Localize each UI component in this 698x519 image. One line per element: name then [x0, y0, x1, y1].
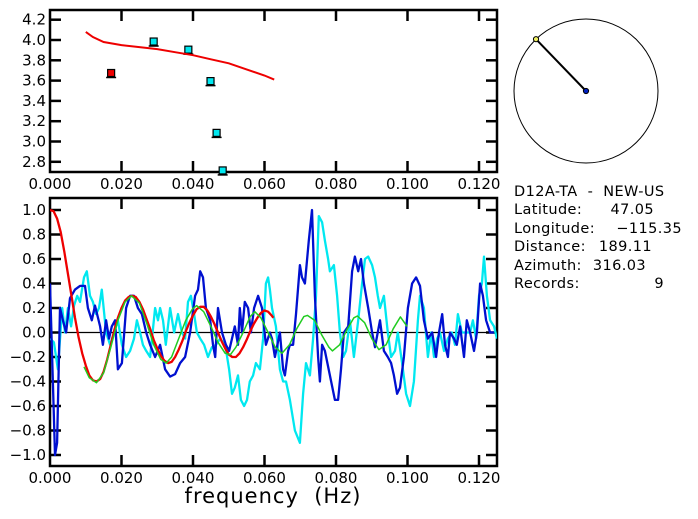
station-marker [532, 36, 540, 43]
y-tick-label: 0.4 [22, 275, 46, 293]
latitude-label: Latitude: [514, 202, 583, 219]
y-tick-label: 1.0 [22, 201, 46, 219]
records-row: Records: 9 [514, 275, 682, 293]
y-tick-label: 0.8 [22, 226, 46, 244]
x-tick-label: 0.020 [100, 469, 143, 487]
azimuth-label: Azimuth: [514, 257, 582, 274]
azimuth-row: Azimuth: 316.03 [514, 257, 682, 275]
data-point-measured [212, 128, 221, 137]
distance-row: Distance: 189.11 [514, 238, 682, 256]
model-curve-model [85, 31, 275, 81]
records-value: 9 [654, 276, 664, 293]
y-tick-label: 4.0 [22, 31, 46, 49]
correlation-plot: 0.000 0.020 0.040 0.060 0.080 0.100 0.120 1.0 0.… [10, 196, 501, 508]
station-title-text: D12A-TA - NEW-US [514, 184, 665, 200]
x-tick-label: 0.040 [172, 175, 215, 193]
data-point-measured [206, 77, 215, 86]
azimuth-circle [513, 18, 659, 164]
y-tick-label: −0.2 [10, 348, 46, 366]
station-title: D12A-TA - NEW-US [514, 183, 682, 201]
y-tick-label: 3.8 [22, 51, 46, 69]
series-line-theory-red [50, 208, 275, 383]
records-label: Records: [514, 276, 580, 293]
data-point-measured [149, 37, 158, 46]
x-tick-label: 0.080 [315, 175, 358, 193]
data-point-measured [218, 166, 227, 175]
station-info-panel: D12A-TA - NEW-US Latitude: 47.05 Longitud… [514, 183, 682, 293]
distance-label: Distance: [514, 239, 586, 256]
series-line-observed-cyan [50, 214, 497, 444]
longitude-row: Longitude: −115.35 [514, 220, 682, 238]
data-point-measured [184, 45, 193, 54]
y-tick-label: 4.2 [22, 11, 46, 29]
x-tick-label: 0.000 [29, 469, 72, 487]
latitude-row: Latitude: 47.05 [514, 201, 682, 219]
y-tick-label: 3.2 [22, 112, 46, 130]
distance-value: 189.11 [598, 239, 652, 256]
y-tick-label: 0.0 [22, 324, 46, 342]
series-line-observed-blue [50, 208, 494, 457]
azimuth-line [535, 38, 587, 92]
azimuth-value: 316.03 [592, 257, 646, 274]
x-axis-title: frequency (Hz) [185, 484, 362, 508]
x-tick-label: 0.000 [29, 175, 72, 193]
x-tick-label: 0.100 [386, 175, 429, 193]
x-tick-label: 0.060 [243, 175, 286, 193]
series-group [50, 208, 497, 457]
x-tick-label: 0.060 [243, 469, 286, 487]
y-tick-label: −0.8 [10, 422, 46, 440]
y-tick-label: −0.4 [10, 373, 46, 391]
x-tick-label: 0.080 [315, 469, 358, 487]
azimuth-plot [513, 18, 659, 164]
y-tick-label: 3.0 [22, 133, 46, 151]
longitude-label: Longitude: [514, 220, 596, 237]
y-tick-label: 2.8 [22, 153, 46, 171]
event-marker [582, 87, 590, 95]
x-tick-label: 0.120 [458, 469, 501, 487]
y-tick-label: 3.6 [22, 72, 46, 90]
y-tick-label: −0.6 [10, 397, 46, 415]
dispersion-plot: 0.000 0.020 0.040 0.060 0.080 0.100 0.120 4.2 4.… [22, 8, 501, 193]
y-tick-label: 0.2 [22, 299, 46, 317]
x-tick-label: 0.100 [386, 469, 429, 487]
plot-frame [48, 8, 499, 174]
series-line-theory-green [83, 295, 408, 384]
y-tick-label: 0.6 [22, 250, 46, 268]
y-tick-label: 3.4 [22, 92, 46, 110]
data-point-reference [107, 68, 116, 78]
x-tick-label: 0.120 [458, 175, 501, 193]
x-tick-label: 0.040 [172, 469, 215, 487]
x-tick-label: 0.020 [100, 175, 143, 193]
longitude-value: −115.35 [616, 220, 682, 237]
latitude-value: 47.05 [610, 202, 654, 219]
y-tick-label: −1.0 [10, 446, 46, 464]
